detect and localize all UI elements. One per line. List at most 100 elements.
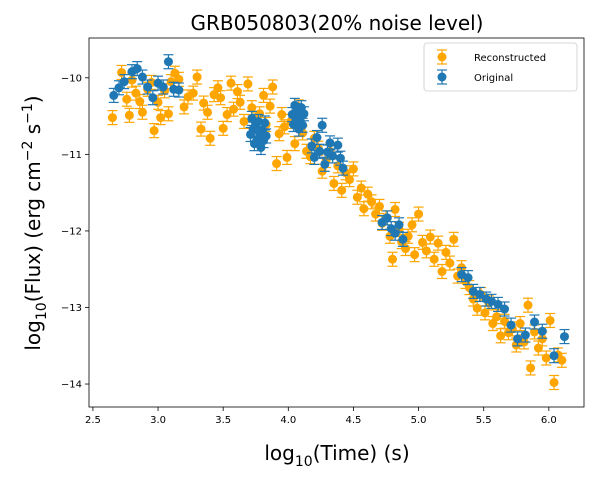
x-axis-ticks: 2.5 3.0 3.5 4.0 4.5 5.0 5.5 6.0 [85, 407, 557, 426]
marker [317, 120, 327, 130]
marker [282, 152, 292, 162]
legend-entry-original: Original [437, 69, 513, 85]
marker [137, 72, 147, 82]
data-point-reconstructed [549, 374, 560, 391]
marker [114, 83, 124, 93]
marker [388, 254, 398, 264]
legend-marker-original [437, 72, 447, 82]
marker [247, 103, 257, 113]
marker [203, 107, 213, 117]
data-point-reconstructed [225, 75, 236, 91]
data-point-reconstructed [437, 263, 448, 280]
data-point-original [317, 117, 328, 133]
marker [549, 378, 559, 388]
marker [425, 232, 435, 242]
x-axis-label: log10(Time) (s) [264, 441, 409, 470]
marker [243, 79, 253, 89]
marker [192, 72, 202, 82]
marker [480, 308, 490, 318]
marker [261, 131, 271, 141]
legend-frame [423, 42, 578, 92]
y-tick-label: −11 [61, 150, 82, 161]
marker [414, 209, 424, 219]
data-point-reconstructed [215, 90, 226, 106]
y-tick-label: −10 [61, 73, 82, 84]
marker [333, 140, 343, 150]
marker [233, 87, 242, 97]
marker [124, 110, 134, 120]
x-tick-label: 4.0 [280, 415, 296, 426]
data-point-reconstructed [409, 247, 420, 263]
marker [398, 234, 408, 244]
data-point-reconstructed [163, 106, 174, 122]
data-point-reconstructed [173, 71, 184, 87]
marker [320, 159, 330, 169]
marker [277, 110, 287, 120]
marker [174, 85, 184, 95]
data-point-reconstructed [149, 123, 160, 139]
data-point-reconstructed [541, 350, 552, 366]
marker [279, 122, 289, 132]
data-point-reconstructed [205, 130, 216, 146]
marker [421, 246, 431, 256]
marker [433, 238, 443, 248]
marker [179, 102, 189, 112]
data-point-reconstructed [218, 120, 229, 136]
data-point-reconstructed [134, 93, 145, 110]
marker [500, 304, 510, 314]
marker [149, 126, 159, 136]
marker [137, 107, 147, 117]
marker [309, 152, 319, 162]
data-point-reconstructed [448, 231, 459, 247]
series-layer [107, 54, 570, 391]
marker [463, 273, 473, 283]
data-point-original [499, 301, 510, 317]
marker [328, 151, 338, 161]
data-point-reconstructed [265, 98, 276, 114]
marker [335, 153, 345, 163]
marker [407, 220, 417, 230]
data-point-original [512, 331, 523, 347]
x-tick-label: 5.0 [411, 415, 427, 426]
marker [374, 201, 384, 211]
marker [338, 163, 348, 173]
data-point-reconstructed [179, 99, 190, 115]
y-tick-label: −13 [61, 303, 82, 314]
marker [445, 258, 455, 268]
marker [329, 178, 339, 188]
marker [268, 82, 278, 92]
x-tick-label: 5.5 [476, 415, 492, 426]
data-point-original [119, 74, 130, 90]
data-point-reconstructed [155, 110, 166, 126]
data-point-reconstructed [387, 251, 398, 267]
marker [530, 327, 539, 337]
legend-entry-reconstructed: Reconstructed [437, 49, 546, 65]
marker [135, 97, 145, 107]
data-point-reconstructed [124, 107, 135, 123]
data-point-reconstructed [336, 182, 347, 198]
data-point-original [324, 135, 335, 151]
marker [158, 82, 168, 92]
data-point-original [397, 231, 408, 247]
data-point-reconstructed [258, 87, 269, 104]
marker [345, 175, 355, 185]
marker [367, 197, 377, 207]
data-point-original [158, 79, 169, 95]
marker [132, 64, 142, 74]
data-point-original [113, 80, 124, 96]
data-point-reconstructed [472, 300, 483, 316]
marker [545, 315, 555, 325]
marker [515, 319, 525, 329]
y-axis-label: log10(Flux) (erg cm−2 s−1) [20, 95, 50, 350]
data-point-reconstructed [525, 360, 536, 376]
legend-label-original: Original [474, 73, 513, 84]
marker [307, 141, 317, 151]
marker [299, 109, 309, 119]
marker [513, 334, 523, 344]
marker [549, 351, 559, 361]
marker [356, 183, 366, 193]
marker [449, 234, 459, 244]
marker [325, 138, 335, 148]
marker [559, 332, 569, 342]
